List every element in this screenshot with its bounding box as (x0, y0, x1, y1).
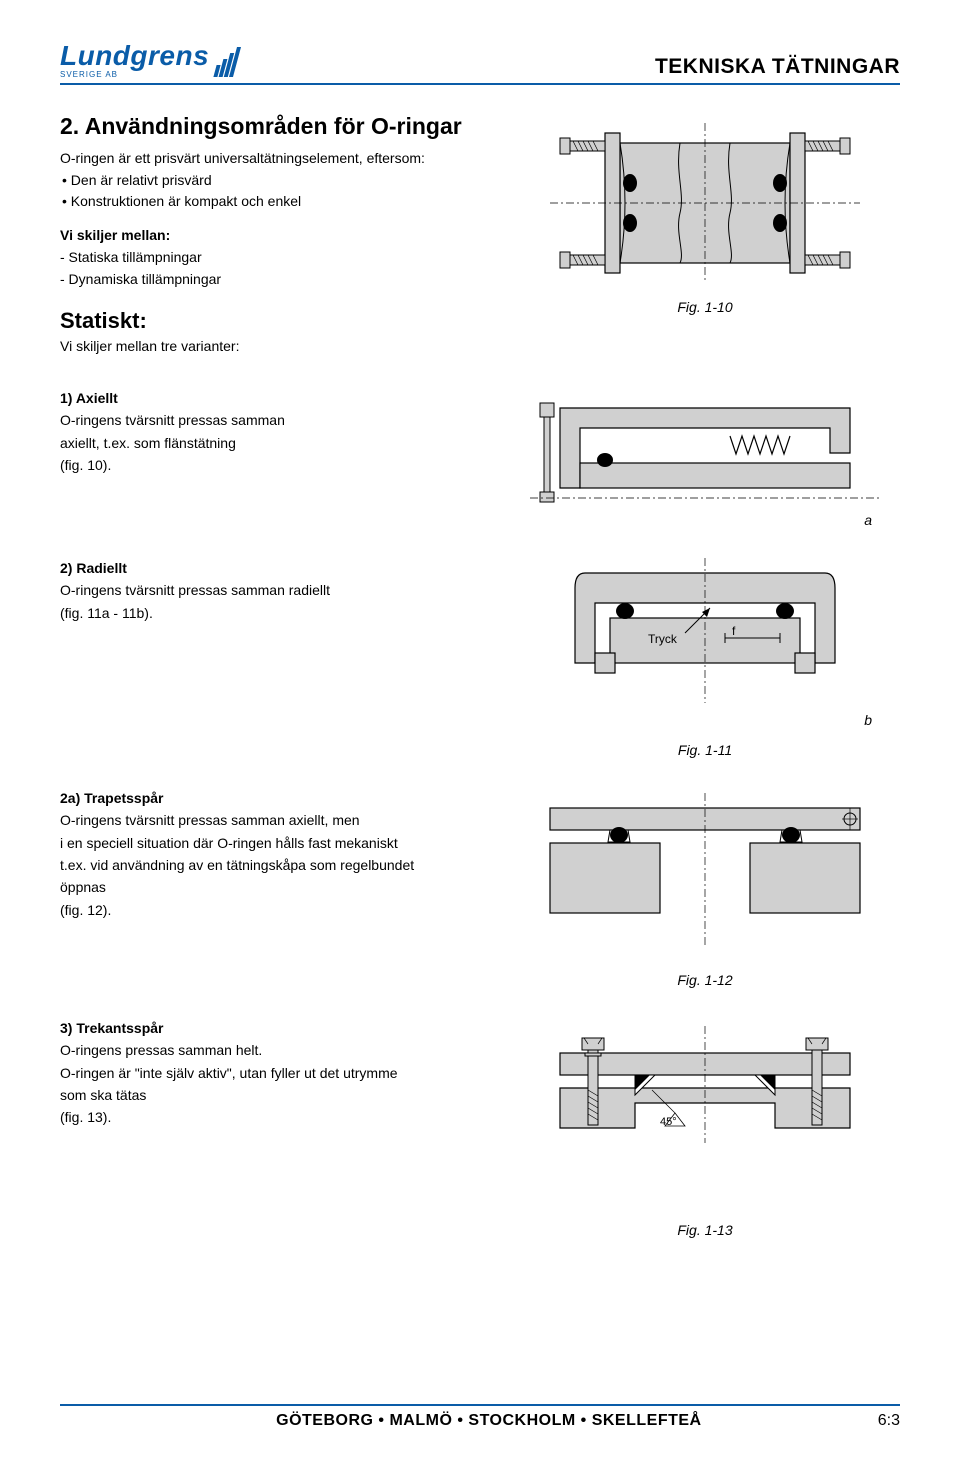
item-1-l2: axiellt, t.ex. som flänstätning (60, 433, 490, 453)
bullet-1: • Den är relativt prisvärd (62, 170, 490, 190)
item-2-heading: 2) Radiellt (60, 558, 490, 578)
fig-1-11-caption: Fig. 1-11 (678, 742, 732, 758)
brand-stripes-icon (215, 47, 237, 77)
item-2a-l3: t.ex. vid användning av en tätningskåpa … (60, 855, 490, 875)
fig-1-12-svg (530, 788, 880, 958)
fig-label-a: a (530, 512, 880, 528)
figure-1-11b: Tryck f b Fig. 1-11 (530, 558, 880, 758)
fig-1-13-caption: Fig. 1-13 (677, 1222, 732, 1238)
tryck-label: Tryck (648, 632, 678, 646)
item-3-heading: 3) Trekantsspår (60, 1018, 490, 1038)
vi-skiljer: Vi skiljer mellan: (60, 225, 490, 245)
statiska: - Statiska tillämpningar (60, 247, 490, 267)
item-1-heading: 1) Axiellt (60, 388, 490, 408)
fig-1-13-svg: 45° (530, 1018, 880, 1208)
item-2-l2: (fig. 11a - 11b). (60, 603, 490, 623)
header-title: TEKNISKA TÄTNINGAR (655, 55, 900, 79)
section-title: 2. Användningsområden för O-ringar (60, 113, 490, 140)
page-header: Lundgrens SVERIGE AB TEKNISKA TÄTNINGAR (60, 40, 900, 85)
item-2-l1: O-ringens tvärsnitt pressas samman radie… (60, 580, 490, 600)
figure-1-13: 45° Fig. 1-13 (530, 1018, 880, 1238)
item-1-l1: O-ringens tvärsnitt pressas samman (60, 410, 490, 430)
item-3-block: 3) Trekantsspår O-ringens pressas samman… (60, 1018, 490, 1238)
figure-1-11a: a (530, 388, 880, 528)
dynamiska: - Dynamiska tillämpningar (60, 269, 490, 289)
item-1-l3: (fig. 10). (60, 455, 490, 475)
intro-line: O-ringen är ett prisvärt universaltätnin… (60, 148, 490, 168)
item-2a-heading: 2a) Trapetsspår (60, 788, 490, 808)
fig-1-10-caption: Fig. 1-10 (677, 299, 732, 315)
brand-logo: Lundgrens SVERIGE AB (60, 40, 237, 79)
item-2a-l4: öppnas (60, 877, 490, 897)
item-1-block: 1) Axiellt O-ringens tvärsnitt pressas s… (60, 388, 490, 528)
angle-label: 45° (660, 1116, 677, 1128)
fig-1-12-caption: Fig. 1-12 (677, 972, 732, 988)
fig-1-11a-svg (530, 388, 880, 508)
item-3-l2: O-ringen är "inte själv aktiv", utan fyl… (60, 1063, 490, 1083)
intro-text-block: 2. Användningsområden för O-ringar O-rin… (60, 113, 490, 358)
statiskt-heading: Statiskt: (60, 308, 490, 334)
item-2a-l2: i en speciell situation där O-ringen hål… (60, 833, 490, 853)
fig-1-10-svg (530, 113, 880, 293)
brand-name: Lundgrens (60, 40, 209, 72)
item-3-l1: O-ringens pressas samman helt. (60, 1040, 490, 1060)
item-2a-l5: (fig. 12). (60, 900, 490, 920)
figure-1-10: Fig. 1-10 (530, 113, 880, 315)
item-2-block: 2) Radiellt O-ringens tvärsnitt pressas … (60, 558, 490, 758)
statiskt-sub: Vi skiljer mellan tre varianter: (60, 336, 490, 356)
fig-1-11b-svg: Tryck f (530, 558, 880, 708)
item-2a-block: 2a) Trapetsspår O-ringens tvärsnitt pres… (60, 788, 490, 988)
bullet-2: • Konstruktionen är kompakt och enkel (62, 191, 490, 211)
item-3-l3: som ska tätas (60, 1085, 490, 1105)
footer-pagenum: 6:3 (878, 1412, 900, 1430)
fig-label-b: b (530, 712, 880, 728)
footer-text: GÖTEBORG • MALMÖ • STOCKHOLM • SKELLEFTE… (100, 1412, 878, 1430)
item-3-l4: (fig. 13). (60, 1107, 490, 1127)
item-2a-l1: O-ringens tvärsnitt pressas samman axiel… (60, 810, 490, 830)
page-footer: GÖTEBORG • MALMÖ • STOCKHOLM • SKELLEFTE… (60, 1404, 900, 1430)
figure-1-12: Fig. 1-12 (530, 788, 880, 988)
